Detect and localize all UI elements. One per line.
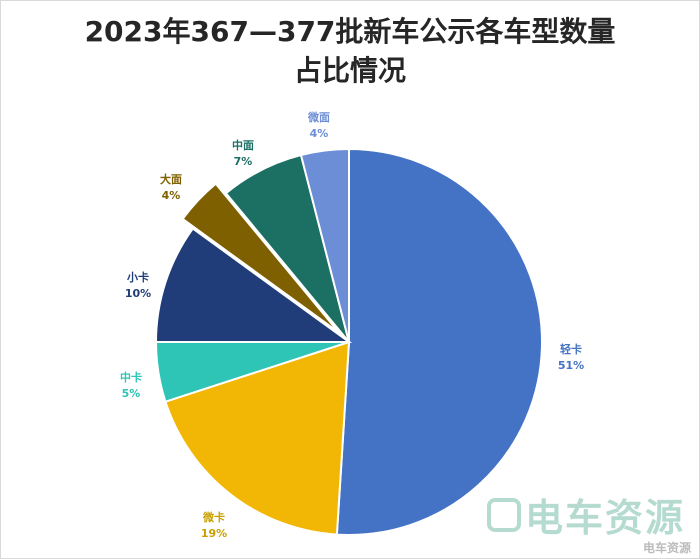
chart-title-line-1: 2023年367—377批新车公示各车型数量: [84, 15, 616, 48]
watermark-small-text: 电车资源: [642, 541, 691, 555]
slice-percent-5: 7%: [234, 155, 253, 168]
pie-slice-1: [164, 340, 351, 536]
slice-percent-3: 10%: [125, 287, 151, 300]
slice-percent-6: 4%: [310, 127, 329, 140]
slice-percent-1: 19%: [201, 527, 227, 540]
slice-label-3: 小卡: [126, 270, 149, 284]
pie-slice-4: [181, 182, 340, 334]
watermark-text: 电车资源: [524, 496, 685, 540]
watermark: 电车资源: [486, 487, 685, 542]
slice-label-6: 微面: [307, 110, 330, 124]
slice-label-4: 大面: [160, 172, 182, 186]
slice-label-5: 中面: [232, 138, 254, 152]
pie-slice-6: [299, 147, 350, 343]
chart-title-line-2: 占比情况: [293, 54, 406, 87]
slice-percent-0: 51%: [558, 359, 584, 372]
slice-percent-4: 4%: [162, 189, 181, 202]
pie-slice-3: [154, 227, 353, 343]
slice-percent-2: 5%: [122, 387, 141, 400]
pie-slice-0: [335, 147, 543, 536]
slice-label-1: 微卡: [202, 510, 225, 524]
slice-label-0: 轻卡: [560, 342, 582, 356]
slice-label-2: 中卡: [120, 370, 142, 384]
watermark-logo-icon: [486, 497, 521, 532]
